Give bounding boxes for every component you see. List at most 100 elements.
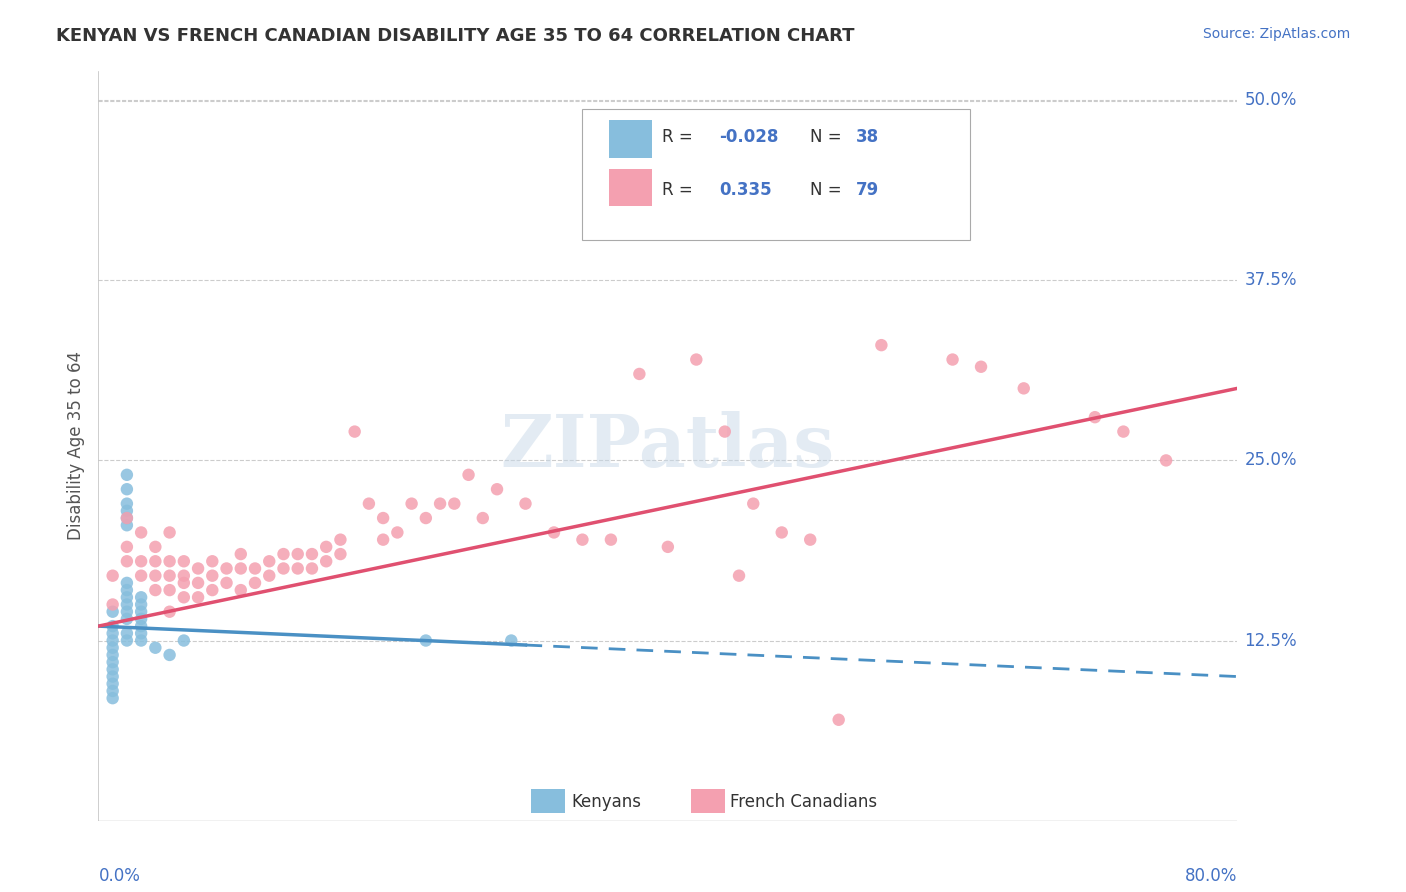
Point — [429, 497, 451, 511]
Point — [129, 626, 152, 640]
Point — [159, 648, 181, 662]
Point — [115, 482, 138, 496]
Point — [101, 598, 124, 612]
Point — [115, 633, 138, 648]
Point — [129, 612, 152, 626]
Point — [187, 591, 209, 605]
Point — [187, 575, 209, 590]
Point — [329, 533, 352, 547]
Point — [970, 359, 993, 374]
Point — [301, 561, 323, 575]
Point — [315, 554, 337, 568]
Point — [145, 554, 167, 568]
Text: ZIPatlas: ZIPatlas — [501, 410, 835, 482]
FancyBboxPatch shape — [609, 120, 652, 158]
Point — [129, 619, 152, 633]
Text: R =: R = — [662, 128, 699, 146]
Text: 37.5%: 37.5% — [1244, 271, 1296, 289]
Point — [129, 525, 152, 540]
Point — [115, 511, 138, 525]
Point — [115, 605, 138, 619]
Point — [101, 669, 124, 683]
Point — [415, 511, 437, 525]
Text: R =: R = — [662, 181, 699, 199]
Point — [115, 575, 138, 590]
Point — [115, 554, 138, 568]
Point — [628, 367, 651, 381]
FancyBboxPatch shape — [609, 169, 652, 206]
Point — [315, 540, 337, 554]
Point — [373, 511, 395, 525]
Point — [115, 497, 138, 511]
Point — [187, 561, 209, 575]
Point — [145, 568, 167, 582]
Point — [173, 568, 195, 582]
Point — [201, 583, 224, 598]
Point — [129, 605, 152, 619]
Point — [301, 547, 323, 561]
Point — [101, 648, 124, 662]
Point — [373, 533, 395, 547]
Point — [828, 713, 851, 727]
Point — [159, 568, 181, 582]
Text: Source: ZipAtlas.com: Source: ZipAtlas.com — [1202, 27, 1350, 41]
Point — [173, 591, 195, 605]
Point — [115, 511, 138, 525]
Point — [229, 561, 252, 575]
Point — [115, 540, 138, 554]
Point — [770, 525, 793, 540]
Point — [159, 554, 181, 568]
Point — [101, 640, 124, 655]
Point — [201, 554, 224, 568]
Point — [145, 583, 167, 598]
Point — [387, 525, 409, 540]
Point — [115, 591, 138, 605]
Point — [101, 605, 124, 619]
Point — [1084, 410, 1107, 425]
Point — [329, 547, 352, 561]
Point — [229, 547, 252, 561]
Point — [115, 598, 138, 612]
FancyBboxPatch shape — [690, 789, 725, 814]
Point — [101, 677, 124, 691]
Point — [145, 540, 167, 554]
Point — [101, 619, 124, 633]
Point — [215, 575, 238, 590]
Point — [1112, 425, 1135, 439]
Text: 50.0%: 50.0% — [1244, 91, 1296, 109]
Point — [101, 662, 124, 676]
Point — [129, 568, 152, 582]
Point — [159, 583, 181, 598]
Point — [115, 518, 138, 533]
Text: 80.0%: 80.0% — [1185, 867, 1237, 885]
Point — [129, 591, 152, 605]
Point — [443, 497, 465, 511]
Point — [742, 497, 765, 511]
Point — [714, 425, 737, 439]
Point — [1154, 453, 1177, 467]
Point — [259, 568, 281, 582]
Point — [201, 568, 224, 582]
Point — [129, 633, 152, 648]
FancyBboxPatch shape — [531, 789, 565, 814]
Point — [115, 583, 138, 598]
Point — [457, 467, 479, 482]
Text: French Canadians: French Canadians — [731, 793, 877, 811]
Point — [486, 482, 509, 496]
Point — [273, 547, 295, 561]
Point — [259, 554, 281, 568]
Point — [101, 655, 124, 669]
Text: KENYAN VS FRENCH CANADIAN DISABILITY AGE 35 TO 64 CORRELATION CHART: KENYAN VS FRENCH CANADIAN DISABILITY AGE… — [56, 27, 855, 45]
Point — [115, 612, 138, 626]
Point — [657, 540, 679, 554]
Point — [101, 633, 124, 648]
Point — [173, 554, 195, 568]
Point — [799, 533, 821, 547]
Point — [415, 633, 437, 648]
Point — [942, 352, 965, 367]
Point — [145, 640, 167, 655]
Point — [1012, 381, 1035, 395]
Point — [159, 605, 181, 619]
Point — [215, 561, 238, 575]
Point — [287, 547, 309, 561]
